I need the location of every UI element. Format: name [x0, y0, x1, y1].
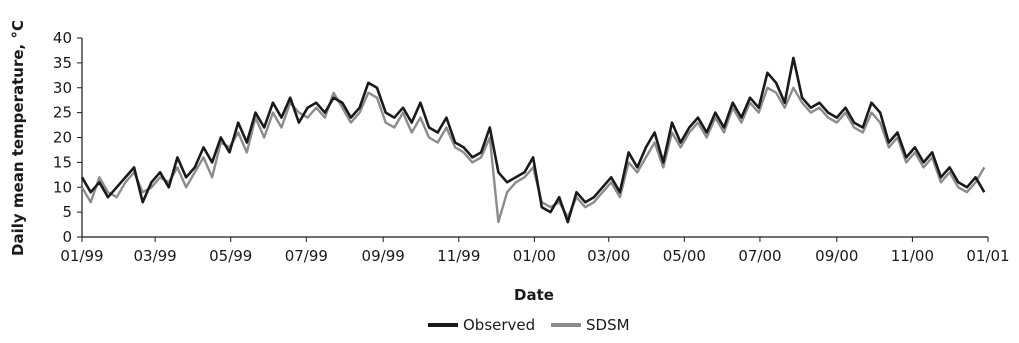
- x-tick-label: 09/00: [815, 247, 858, 265]
- y-tick-label: 20: [53, 129, 72, 147]
- y-tick-label: 25: [53, 104, 72, 122]
- legend-label-sdsm: SDSM: [586, 316, 630, 334]
- x-tick-label: 07/99: [285, 247, 328, 265]
- x-tick-label: 01/99: [60, 247, 103, 265]
- series-lines: [80, 56, 986, 224]
- y-axis-title: Daily mean temperature, °C: [9, 20, 27, 256]
- y-tick-label: 30: [53, 79, 72, 97]
- series-line-observed: [80, 56, 986, 224]
- x-tick-label: 03/00: [587, 247, 630, 265]
- x-tick-label: 05/99: [209, 247, 252, 265]
- x-tick-label: 05/00: [663, 247, 706, 265]
- series-line-sdsm: [80, 86, 986, 224]
- x-tick-label: 01/00: [513, 247, 556, 265]
- x-axis: 01/99 03/99 05/99 07/99 09/99 11/99 01/00 03/00…: [60, 236, 1010, 265]
- legend: Observed SDSM: [428, 316, 630, 334]
- x-tick-label: 09/99: [362, 247, 405, 265]
- x-tick-label: 11/99: [437, 247, 480, 265]
- legend-label-observed: Observed: [463, 316, 535, 334]
- x-axis-title: Date: [514, 286, 554, 304]
- y-tick-label: 35: [53, 54, 72, 72]
- x-tick-label: 01/01: [966, 247, 1009, 265]
- x-tick-label: 07/00: [738, 247, 781, 265]
- x-tick-label: 03/99: [134, 247, 177, 265]
- y-tick-label: 40: [53, 29, 72, 47]
- y-tick-label: 5: [62, 203, 72, 221]
- y-tick-label: 0: [62, 228, 72, 246]
- y-tick-label: 10: [53, 178, 72, 196]
- y-tick-label: 15: [53, 153, 72, 171]
- x-tick-label: 11/00: [891, 247, 934, 265]
- y-axis: 0 5 10 15 20 25 30 35 40: [53, 29, 83, 246]
